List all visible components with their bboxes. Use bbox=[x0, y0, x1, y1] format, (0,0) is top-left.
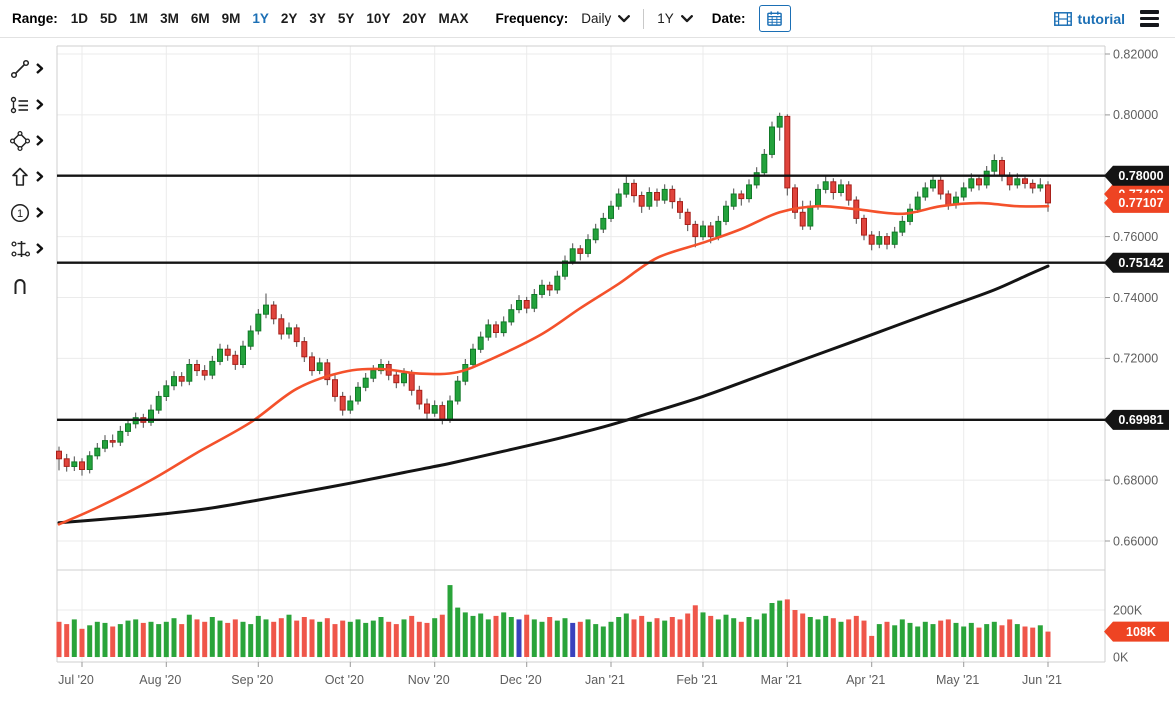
arrow-icon bbox=[12, 167, 28, 186]
svg-text:0.69981: 0.69981 bbox=[1118, 413, 1163, 427]
fast-moving-average-line bbox=[57, 201, 1050, 526]
candlestick-chart[interactable]: 0.82000 0.80000 0.76000 0.74000 0.72000 0.680… bbox=[48, 38, 1175, 704]
range-6m[interactable]: 6M bbox=[190, 11, 210, 26]
support-resistance-lines[interactable] bbox=[57, 174, 1105, 421]
drawing-toolbar: 1 bbox=[0, 38, 48, 704]
svg-text:0.75142: 0.75142 bbox=[1118, 256, 1163, 270]
chevron-right-icon bbox=[36, 99, 44, 110]
range-options: 1D 5D 1M 3M 6M 9M 1Y 2Y 3Y 5Y 10Y 20Y MA… bbox=[71, 11, 469, 26]
date-label: Date: bbox=[711, 11, 746, 26]
range-3y[interactable]: 3Y bbox=[309, 11, 326, 26]
range-1m[interactable]: 1M bbox=[129, 11, 149, 26]
svg-text:Mar '21: Mar '21 bbox=[761, 673, 802, 687]
main-content: 1 0.82000 0.80000 0.76000 0.74000 0.72000 0.6… bbox=[0, 38, 1175, 704]
svg-text:Sep '20: Sep '20 bbox=[231, 673, 273, 687]
range-5d[interactable]: 5D bbox=[100, 11, 118, 26]
chevron-right-icon bbox=[36, 243, 44, 254]
range-3m[interactable]: 3M bbox=[160, 11, 179, 26]
chevron-right-icon bbox=[36, 207, 44, 218]
svg-text:0.68000: 0.68000 bbox=[1113, 473, 1158, 487]
number-annotation-tool-button[interactable]: 1 bbox=[0, 198, 44, 227]
svg-text:Aug '20: Aug '20 bbox=[139, 673, 181, 687]
volume-bars bbox=[56, 585, 1051, 658]
range-1d[interactable]: 1D bbox=[70, 11, 89, 26]
magnet-tool-button[interactable] bbox=[0, 270, 32, 299]
svg-text:0.74000: 0.74000 bbox=[1113, 291, 1158, 305]
svg-text:Jul '20: Jul '20 bbox=[58, 673, 94, 687]
svg-text:Feb '21: Feb '21 bbox=[676, 673, 717, 687]
svg-text:Dec '20: Dec '20 bbox=[500, 673, 542, 687]
trendline-tool-button[interactable] bbox=[0, 54, 44, 83]
tutorial-label: tutorial bbox=[1077, 10, 1125, 27]
svg-text:Jun '21: Jun '21 bbox=[1022, 673, 1062, 687]
svg-text:1: 1 bbox=[17, 208, 23, 220]
annotation-lines-tool-button[interactable] bbox=[0, 90, 44, 119]
svg-text:0.77107: 0.77107 bbox=[1118, 196, 1163, 210]
chevron-down-icon bbox=[680, 14, 693, 22]
film-icon bbox=[1053, 11, 1072, 26]
svg-text:108K: 108K bbox=[1126, 625, 1156, 639]
shapes-icon bbox=[9, 130, 31, 151]
svg-text:Nov '20: Nov '20 bbox=[408, 673, 450, 687]
trendline-icon bbox=[10, 59, 30, 78]
svg-text:0.72000: 0.72000 bbox=[1113, 352, 1158, 366]
svg-text:0.66000: 0.66000 bbox=[1113, 534, 1158, 548]
number-annotation-icon: 1 bbox=[10, 203, 30, 222]
chart-area: 0.82000 0.80000 0.76000 0.74000 0.72000 0.680… bbox=[48, 38, 1175, 704]
toolbar-divider bbox=[643, 8, 645, 29]
menu-button[interactable] bbox=[1138, 7, 1161, 30]
frequency-dropdown[interactable]: Daily bbox=[581, 11, 631, 26]
svg-text:0.80000: 0.80000 bbox=[1113, 108, 1158, 122]
svg-text:200K: 200K bbox=[1113, 603, 1143, 617]
svg-text:Oct '20: Oct '20 bbox=[325, 673, 364, 687]
frequency-value: Daily bbox=[581, 11, 612, 26]
svg-text:0.78000: 0.78000 bbox=[1118, 169, 1163, 183]
range-9m[interactable]: 9M bbox=[221, 11, 241, 26]
svg-text:0K: 0K bbox=[1113, 650, 1129, 664]
range-10y[interactable]: 10Y bbox=[366, 11, 391, 26]
range-2y[interactable]: 2Y bbox=[280, 11, 298, 26]
range-20y[interactable]: 20Y bbox=[402, 11, 427, 26]
time-axis: Jul '20 Aug '20 Sep '20 Oct '20 Nov '20 Dec '… bbox=[58, 662, 1062, 687]
annotation-lines-icon bbox=[10, 96, 28, 113]
period-dropdown[interactable]: 1Y bbox=[657, 11, 693, 26]
price-axis: 0.82000 0.80000 0.76000 0.74000 0.72000 0.680… bbox=[1105, 47, 1158, 664]
plot-borders bbox=[56, 45, 1106, 663]
chevron-right-icon bbox=[36, 63, 44, 74]
svg-text:Jan '21: Jan '21 bbox=[585, 673, 625, 687]
toolbar: Range: 1D 5D 1M 3M 6M 9M 1Y 2Y 3Y 5Y 10Y… bbox=[0, 0, 1175, 38]
range-max[interactable]: MAX bbox=[438, 11, 469, 26]
frequency-label: Frequency: bbox=[495, 11, 569, 26]
magnet-icon bbox=[14, 278, 26, 294]
chevron-down-icon bbox=[618, 14, 631, 22]
svg-text:May '21: May '21 bbox=[936, 673, 979, 687]
candles bbox=[56, 112, 1051, 476]
chevron-right-icon bbox=[36, 135, 44, 146]
tutorial-button[interactable]: tutorial bbox=[1053, 10, 1125, 27]
svg-text:Apr '21: Apr '21 bbox=[846, 673, 885, 687]
shapes-tool-button[interactable] bbox=[0, 126, 44, 155]
range-label: Range: bbox=[12, 11, 58, 26]
range-1y-active[interactable]: 1Y bbox=[252, 11, 269, 26]
svg-text:0.76000: 0.76000 bbox=[1113, 230, 1158, 244]
svg-text:0.82000: 0.82000 bbox=[1113, 47, 1158, 61]
measure-tool-button[interactable] bbox=[0, 234, 44, 263]
calendar-icon bbox=[767, 11, 782, 26]
slow-moving-average-line bbox=[57, 264, 1050, 525]
chevron-right-icon bbox=[36, 171, 44, 182]
arrow-tool-button[interactable] bbox=[0, 162, 44, 191]
date-picker-button[interactable] bbox=[758, 5, 791, 32]
period-value: 1Y bbox=[657, 11, 674, 26]
range-5y[interactable]: 5Y bbox=[337, 11, 355, 26]
measure-icon bbox=[11, 240, 31, 257]
